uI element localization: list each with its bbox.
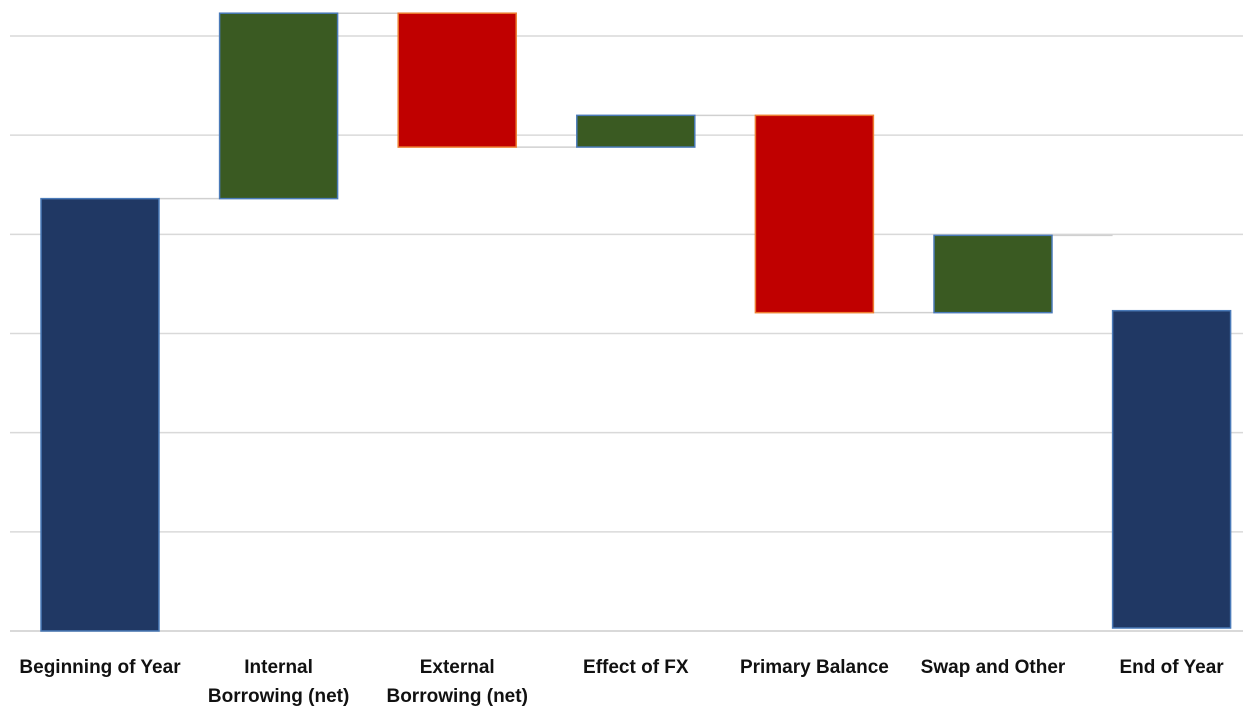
bar-decrease bbox=[755, 115, 873, 312]
x-tick-label: Primary Balance bbox=[740, 657, 889, 678]
bar-decrease bbox=[398, 13, 516, 147]
bars bbox=[41, 13, 1231, 631]
bar-increase bbox=[934, 235, 1052, 312]
bar-total bbox=[1113, 311, 1231, 628]
x-tick-label: Borrowing (net) bbox=[208, 686, 349, 707]
x-tick-label: Beginning of Year bbox=[19, 657, 181, 678]
x-tick-label: Effect of FX bbox=[583, 657, 689, 678]
x-tick-label: End of Year bbox=[1120, 657, 1225, 678]
x-tick-label: Swap and Other bbox=[921, 657, 1066, 678]
x-tick-label: Internal bbox=[244, 657, 313, 678]
category-labels: Beginning of Year Internal Borrowing (net)… bbox=[19, 657, 1224, 707]
bar-total bbox=[41, 199, 159, 631]
x-tick-label: External bbox=[420, 657, 495, 678]
x-tick-label: Borrowing (net) bbox=[386, 686, 527, 707]
bar-increase bbox=[220, 13, 338, 198]
bar-increase bbox=[577, 115, 695, 147]
